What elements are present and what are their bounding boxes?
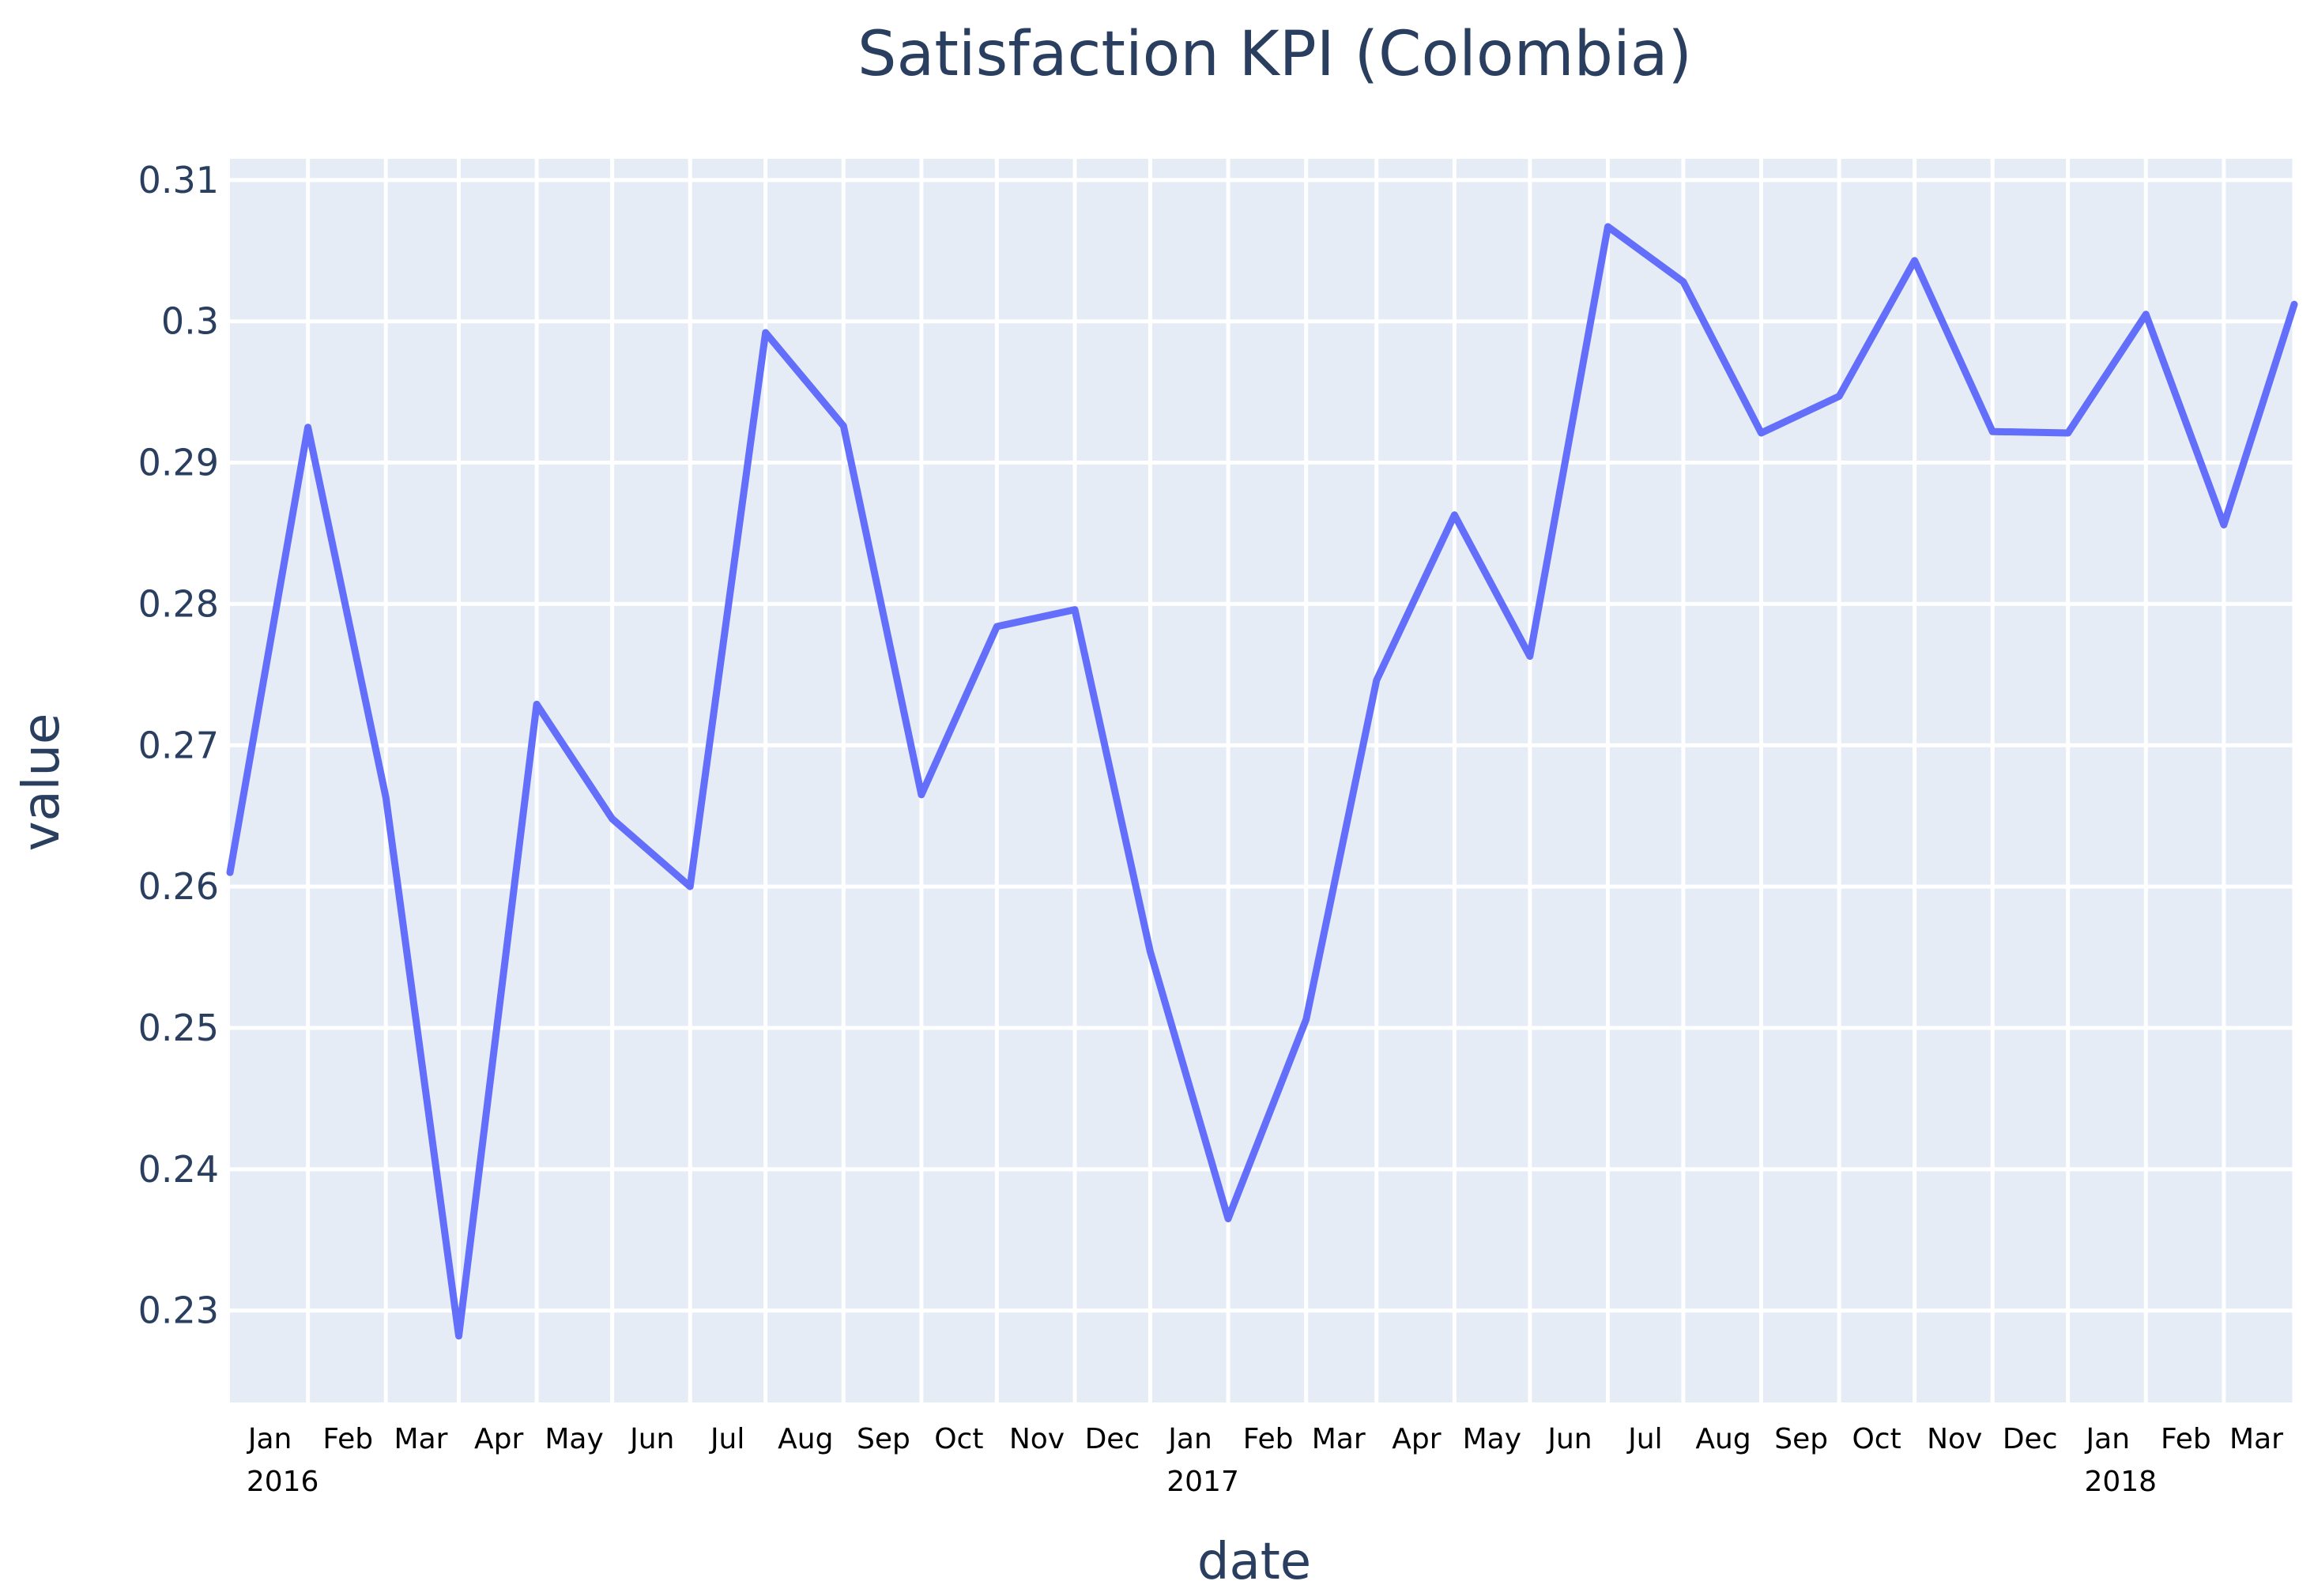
x-tick-label: Jul — [1626, 1423, 1662, 1455]
x-tick-label: Apr — [474, 1423, 523, 1455]
y-tick-label: 0.24 — [138, 1148, 219, 1191]
x-tick-label: Jul — [709, 1423, 744, 1455]
x-tick-label: Sep — [1774, 1423, 1828, 1455]
x-tick-label: Sep — [857, 1423, 910, 1455]
x-tick-label: Feb — [322, 1423, 373, 1455]
x-tick-label: Jun — [628, 1423, 674, 1455]
x-tick-label: Aug — [1695, 1423, 1751, 1455]
y-tick-label: 0.29 — [138, 442, 219, 484]
x-tick-label: Oct — [1852, 1423, 1901, 1455]
x-tick-label: Jun — [1546, 1423, 1592, 1455]
x-tick-year-label: 2018 — [2084, 1466, 2157, 1498]
x-tick-label: May — [1463, 1423, 1521, 1455]
y-tick-label: 0.27 — [138, 724, 219, 766]
series-line — [226, 223, 2298, 1340]
y-tick-label: 0.26 — [138, 865, 219, 908]
y-tick-label: 0.31 — [138, 159, 219, 201]
x-tick-label: Jan — [1166, 1423, 1212, 1455]
x-tick-label: Dec — [1085, 1423, 1140, 1455]
y-tick-label: 0.28 — [138, 582, 219, 625]
x-tick-label: Dec — [2003, 1423, 2058, 1455]
x-axis-title: date — [1197, 1533, 1311, 1591]
x-tick-year-label: 2016 — [247, 1466, 319, 1498]
y-tick-label: 0.3 — [161, 300, 219, 343]
x-tick-year-label: 2017 — [1166, 1466, 1239, 1498]
chart-title: Satisfaction KPI (Colombia) — [857, 19, 1692, 90]
x-tick-label: Mar — [1312, 1423, 1366, 1455]
x-tick-label: Oct — [934, 1423, 983, 1455]
y-axis-ticks: 0.23 0.24 0.25 0.26 0.27 0.28 0.29 0.3 0.31 — [138, 159, 219, 1332]
plot-area — [230, 159, 2294, 1402]
x-tick-label: Jan — [247, 1423, 292, 1455]
y-tick-label: 0.23 — [138, 1289, 219, 1332]
x-tick-label: Mar — [394, 1423, 448, 1455]
x-tick-label: May — [545, 1423, 603, 1455]
x-tick-label: Aug — [778, 1423, 833, 1455]
x-tick-label: Apr — [1392, 1423, 1441, 1455]
x-tick-label: Mar — [2229, 1423, 2283, 1455]
x-tick-label: Feb — [2161, 1423, 2211, 1455]
x-tick-label: Nov — [1927, 1423, 1982, 1455]
y-axis-title: value — [13, 713, 71, 852]
y-tick-label: 0.25 — [138, 1007, 219, 1049]
x-tick-label: Nov — [1009, 1423, 1065, 1455]
x-tick-label: Jan — [2085, 1423, 2131, 1455]
x-tick-label: Feb — [1243, 1423, 1294, 1455]
